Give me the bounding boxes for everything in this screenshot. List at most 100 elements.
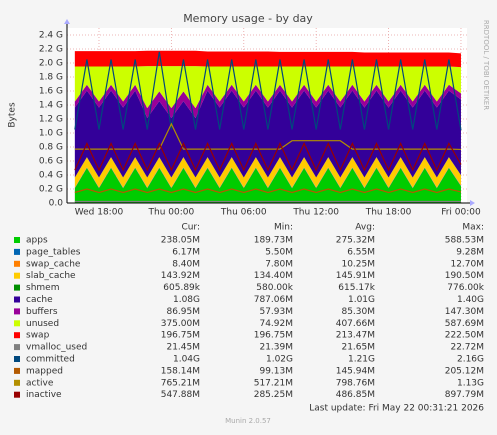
legend-stat: 776.00k <box>447 283 484 293</box>
legend-swatch <box>14 356 20 362</box>
legend-stat: 8.40M <box>172 259 200 269</box>
legend-stat: 147.30M <box>445 307 484 317</box>
legend-stat: 74.92M <box>259 319 293 329</box>
legend-header: Min: <box>274 223 293 233</box>
legend-stat: 7.80M <box>265 259 293 269</box>
legend-swatch <box>14 379 20 386</box>
legend-stat: 605.89k <box>163 283 200 293</box>
legend-stat: 6.55M <box>347 247 375 257</box>
y-axis-arrow <box>64 19 70 24</box>
y-tick-label: 0.6 G <box>39 157 63 167</box>
area <box>74 84 461 118</box>
area <box>74 168 461 203</box>
lines <box>74 51 462 203</box>
legend-stat: 1.08G <box>173 295 200 305</box>
legend-stat: 5.50M <box>265 247 293 257</box>
legend-swatch <box>14 284 20 291</box>
line <box>74 188 462 194</box>
watermark: RRDTOOL / TOBI OETIKER <box>482 20 490 110</box>
legend-stat: 196.75M <box>161 331 200 341</box>
legend-stat: 275.32M <box>336 236 375 246</box>
axes: 0.0 0.2 G 0.4 G 0.6 G 0.8 G 1.0 G 1.2 G 1.4 G 1.… <box>39 19 481 218</box>
legend-name: shmem <box>26 283 59 293</box>
legend-stat: 222.50M <box>445 331 484 341</box>
legend-stat: 407.66M <box>336 319 375 329</box>
footer: Munin 2.0.57 <box>225 417 271 425</box>
legend-stat: 517.21M <box>254 378 293 388</box>
legend-stat: 765.21M <box>161 378 200 388</box>
line <box>74 51 462 131</box>
legend-name: mapped <box>26 366 63 376</box>
legend-stat: 189.73M <box>254 236 293 246</box>
x-tick-label: Wed 18:00 <box>75 208 124 218</box>
legend-name: active <box>26 378 54 388</box>
legend-stat: 12.70M <box>450 259 484 269</box>
legend-swatch <box>14 320 20 327</box>
legend-swatch <box>14 308 20 315</box>
legend-swatch <box>14 296 20 303</box>
y-axis-label: Bytes <box>8 102 18 128</box>
legend-swatch <box>14 260 20 267</box>
legend-stat: 145.91M <box>336 271 375 281</box>
legend-stat: 1.02G <box>266 355 293 365</box>
areas <box>74 50 461 203</box>
legend-stat: 99.13M <box>259 366 293 376</box>
legend-name: page_tables <box>26 247 81 257</box>
legend-stat: 1.01G <box>348 295 375 305</box>
last-update: Last update: Fri May 22 00:31:21 2026 <box>309 404 484 414</box>
area <box>74 50 461 68</box>
legend-stat: 897.79M <box>445 390 484 400</box>
legend-stat: 588.53M <box>445 236 484 246</box>
legend-name: vmalloc_used <box>26 343 87 353</box>
legend-swatch <box>14 367 20 374</box>
line <box>74 122 461 151</box>
legend-header: Cur: <box>181 223 200 233</box>
legend-header: Max: <box>462 223 484 233</box>
legend-stat: 205.12M <box>445 366 484 376</box>
y-tick-label: 2.0 G <box>39 59 63 69</box>
legend-swatch <box>14 344 20 351</box>
legend-stat: 134.40M <box>254 271 293 281</box>
legend-stat: 580.00k <box>256 283 293 293</box>
legend-stat: 1.40G <box>457 295 484 305</box>
legend-swatch <box>14 248 20 255</box>
y-tick-label: 1.6 G <box>39 87 63 97</box>
legend-stat: 6.17M <box>172 247 200 257</box>
x-tick-label: Thu 00:00 <box>148 208 195 218</box>
legend-stat: 57.93M <box>259 307 293 317</box>
legend-swatch <box>14 391 20 398</box>
legend-stat: 1.13G <box>457 378 484 388</box>
legend-swatch <box>14 237 20 243</box>
legend-stat: 1.21G <box>348 355 375 365</box>
legend-name: unused <box>26 319 59 329</box>
y-tick-label: 1.8 G <box>39 73 63 83</box>
legend-stat: 2.16G <box>457 355 484 365</box>
legend-stat: 798.76M <box>336 378 375 388</box>
legend-name: buffers <box>26 307 58 317</box>
y-tick-label: 0.4 G <box>39 171 63 181</box>
y-tick-label: 0.2 G <box>39 185 63 195</box>
legend-stat: 22.72M <box>450 343 484 353</box>
legend-stat: 190.50M <box>445 271 484 281</box>
legend-stat: 21.39M <box>259 343 293 353</box>
x-tick-label: Fri 00:00 <box>441 208 481 218</box>
y-tick-label: 1.4 G <box>39 101 63 111</box>
y-tick-label: 1.2 G <box>39 115 63 125</box>
x-tick-label: Thu 18:00 <box>365 208 412 218</box>
legend-name: swap_cache <box>26 259 81 269</box>
legend-stat: 1.04G <box>173 355 200 365</box>
line <box>74 142 462 172</box>
legend-stat: 85.30M <box>341 307 375 317</box>
legend-stat: 615.17k <box>338 283 375 293</box>
y-tick-label: 1.0 G <box>39 129 63 139</box>
legend-stat: 10.25M <box>341 259 375 269</box>
legend-stat: 196.75M <box>254 331 293 341</box>
legend-stat: 21.65M <box>341 343 375 353</box>
legend-stat: 375.00M <box>161 319 200 329</box>
area <box>74 90 461 178</box>
y-tick-label: 0.0 <box>49 199 64 209</box>
legend-name: swap <box>26 331 50 341</box>
x-tick-label: Thu 06:00 <box>220 208 267 218</box>
legend-stat: 158.14M <box>161 366 200 376</box>
